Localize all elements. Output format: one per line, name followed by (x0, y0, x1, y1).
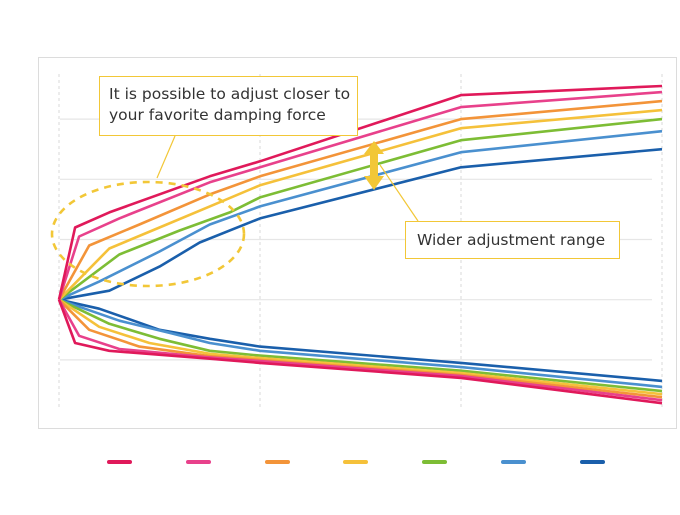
series-1-compression-line (57, 84, 663, 300)
series-layer (57, 84, 663, 405)
series-7-compression-line (58, 147, 663, 301)
series-4-rebound-line (58, 298, 663, 396)
double-arrow-icon (364, 141, 384, 190)
legend-swatch-5 (422, 460, 448, 464)
legend-swatch-1 (107, 460, 132, 464)
series-5-compression-line (58, 117, 663, 301)
legend-swatch-4 (343, 460, 369, 464)
highlight-ellipse (50, 180, 246, 288)
series-5-rebound-line (58, 298, 663, 393)
legend-swatch-6 (501, 460, 526, 464)
callout-1-leader (156, 135, 176, 179)
callout-wider-range: Wider adjustment range (405, 221, 620, 259)
annotation-layer (50, 135, 419, 288)
series-6-compression-line (58, 129, 663, 301)
legend-swatch-2 (185, 460, 211, 464)
legend-swatch-7 (579, 460, 605, 464)
callout-adjust-closer: It is possible to adjust closer to your … (99, 76, 358, 136)
callout-2-leader (379, 164, 419, 222)
series-4-compression-line (58, 108, 663, 301)
series-1-rebound-line (57, 299, 663, 405)
series-2-compression-line (57, 90, 663, 301)
callout-1-line-1: It is possible to adjust closer to (109, 85, 351, 103)
callout-1-line-2: your favorite damping force (109, 106, 326, 124)
legend (107, 458, 607, 468)
legend-swatch-3 (264, 460, 290, 464)
series-6-rebound-line (58, 298, 663, 389)
series-7-rebound-line (58, 298, 663, 383)
callout-2-text: Wider adjustment range (417, 231, 606, 249)
